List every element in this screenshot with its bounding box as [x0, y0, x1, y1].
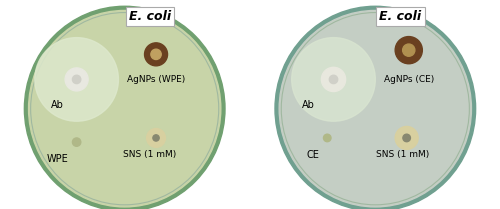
Text: Ab: Ab — [52, 99, 64, 110]
Circle shape — [146, 129, 166, 147]
Circle shape — [395, 126, 418, 149]
Text: E. coli: E. coli — [128, 10, 171, 23]
Text: AgNPs (CE): AgNPs (CE) — [384, 75, 434, 84]
Circle shape — [330, 75, 338, 84]
Text: SNS (1 mM): SNS (1 mM) — [123, 150, 176, 159]
Text: SNS (1 mM): SNS (1 mM) — [376, 150, 429, 159]
Circle shape — [403, 134, 410, 142]
Ellipse shape — [28, 10, 221, 207]
Ellipse shape — [275, 6, 475, 209]
Ellipse shape — [279, 10, 471, 207]
Circle shape — [324, 134, 331, 142]
Circle shape — [395, 37, 422, 64]
Ellipse shape — [35, 38, 118, 121]
Text: Ab: Ab — [302, 99, 315, 110]
Ellipse shape — [292, 38, 376, 121]
Circle shape — [151, 49, 161, 60]
Circle shape — [153, 135, 159, 141]
Ellipse shape — [24, 6, 225, 209]
Circle shape — [72, 138, 81, 146]
Circle shape — [72, 75, 81, 84]
Text: WPE: WPE — [47, 154, 68, 164]
Text: E. coli: E. coli — [380, 10, 422, 23]
Text: CE: CE — [306, 150, 319, 160]
Circle shape — [322, 67, 345, 92]
Circle shape — [144, 43, 168, 66]
Text: AgNPs (WPE): AgNPs (WPE) — [127, 75, 185, 84]
Circle shape — [402, 44, 415, 56]
Circle shape — [65, 68, 88, 91]
